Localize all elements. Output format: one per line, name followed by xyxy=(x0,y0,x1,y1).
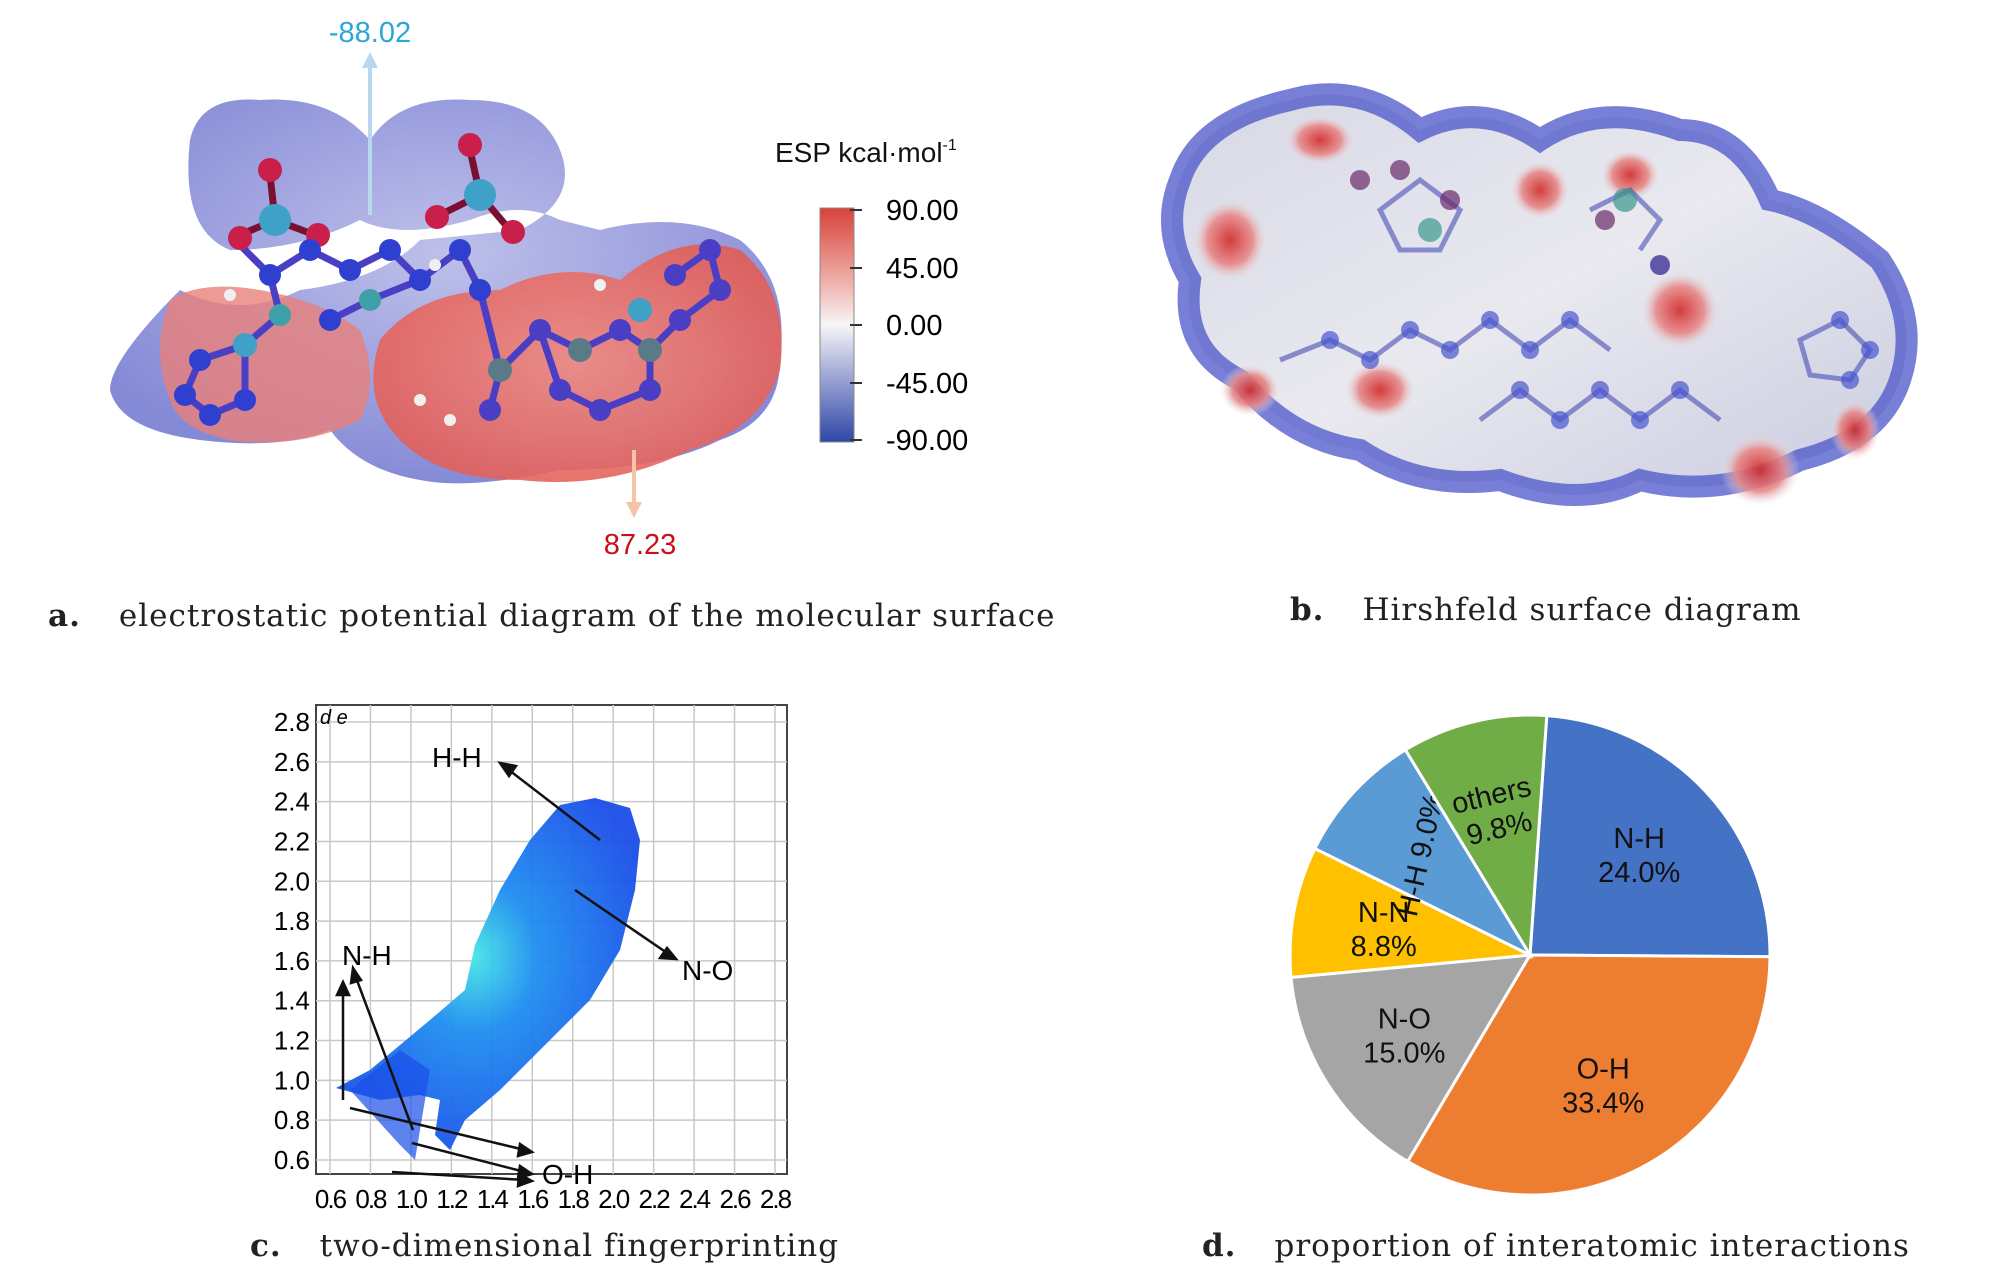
esp-tick: 90.00 xyxy=(886,195,959,227)
y-tick-label: 1.4 xyxy=(274,986,310,1016)
pie-slice-nn xyxy=(1288,846,1536,980)
y-tick-label: 0.8 xyxy=(274,1105,310,1135)
caption-c: c. two-dimensional fingerprinting xyxy=(250,1228,840,1264)
y-tick-label: 1.0 xyxy=(274,1065,310,1095)
pie-label: N-O xyxy=(1378,1004,1431,1036)
pie-label: N-N xyxy=(1358,897,1410,929)
caption-a: a. electrostatic potential diagram of the… xyxy=(48,598,1056,634)
esp-tick: 45.00 xyxy=(886,253,959,285)
x-tick-label: 2.0 xyxy=(598,1184,630,1214)
y-tick-label: 1.2 xyxy=(274,1026,310,1056)
panel-b-hirshfeld: b. Hirshfeld surface diagram xyxy=(1160,60,1920,628)
x-tick-label: 2.2 xyxy=(639,1184,671,1214)
x-tick-label: 1.6 xyxy=(517,1184,549,1214)
pie-slice-others xyxy=(1403,713,1549,960)
panel-a-esp: -88.02 87.23 ESP kcal·mol-1 90.00 45.00 … xyxy=(0,0,1054,634)
fp-axis-label: d e xyxy=(320,707,348,729)
esp-legend-title: ESP kcal·mol-1 xyxy=(775,137,957,168)
y-tick-label: 2.8 xyxy=(274,707,310,737)
esp-tick: -45.00 xyxy=(886,368,968,400)
esp-min-label: -88.02 xyxy=(329,17,411,49)
esp-surface-figure: -88.02 87.23 ESP kcal·mol-1 90.00 45.00 … xyxy=(110,17,968,561)
x-tick-label: 0.8 xyxy=(355,1184,387,1214)
esp-color-scale xyxy=(819,207,855,443)
hirshfeld-surface-figure xyxy=(1161,83,1918,506)
esp-positive-lobe xyxy=(373,244,782,482)
pie-slice-nh xyxy=(1528,713,1772,959)
annotation-oh: O-H xyxy=(542,1159,593,1190)
y-tick-label: 2.6 xyxy=(274,747,310,777)
x-tick-label: 2.6 xyxy=(719,1184,751,1214)
y-tick-label: 0.6 xyxy=(274,1145,310,1175)
pie-slice-hh xyxy=(1312,747,1534,959)
esp-positive-lobe-left xyxy=(160,286,370,443)
x-tick-label: 0.6 xyxy=(315,1184,347,1214)
pie-label-group: O-H33.4% xyxy=(1562,1054,1644,1120)
x-tick-label: 1.0 xyxy=(396,1184,428,1214)
annotation-nh: N-H xyxy=(342,940,392,971)
x-tick-label: 1.2 xyxy=(436,1184,468,1214)
pie-slice-no xyxy=(1289,953,1533,1164)
pie-label-group: N-H24.0% xyxy=(1598,823,1680,889)
y-tick-label: 1.8 xyxy=(274,906,310,936)
panel-c-fingerprint: d e 2.8 2.6 2.4 2.2 2.0 1.8 1.6 1.4 1.2 1.0 0.8 0.6… xyxy=(200,690,838,1280)
caption-d: d. proportion of interatomic interactions xyxy=(1202,1228,1910,1264)
pie-value-label: 24.0% xyxy=(1598,857,1680,889)
x-tick-label: 1.4 xyxy=(477,1184,509,1214)
pie-label: N-H xyxy=(1613,823,1665,855)
fingerprint-plot: d e 2.8 2.6 2.4 2.2 2.0 1.8 1.6 1.4 1.2 1.0 0.8 0.6… xyxy=(274,704,794,1214)
x-tick-label: 1.8 xyxy=(558,1184,590,1214)
esp-tick: 0.00 xyxy=(886,310,942,342)
pie-slice-oh xyxy=(1405,953,1772,1197)
y-tick-label: 2.4 xyxy=(274,787,310,817)
hirshfeld-surface xyxy=(1161,83,1918,506)
molecule-atoms xyxy=(174,133,731,426)
y-tick-label: 1.6 xyxy=(274,946,310,976)
caption-b: b. Hirshfeld surface diagram xyxy=(1290,592,1802,628)
pie-label-group: N-O15.0% xyxy=(1363,1004,1445,1070)
pie-value-label: 8.8% xyxy=(1351,931,1417,963)
annotation-hh: H-H xyxy=(432,742,482,773)
esp-max-label: 87.23 xyxy=(604,529,677,561)
esp-tick: -90.00 xyxy=(886,425,968,457)
pie-label: O-H xyxy=(1577,1054,1630,1086)
interaction-pie-chart: N-H24.0%O-H33.4%N-O15.0%N-N8.8%H-H 9.0%o… xyxy=(1288,713,1772,1197)
y-tick-label: 2.2 xyxy=(274,826,310,856)
x-tick-label: 2.4 xyxy=(679,1184,711,1214)
pie-label-group: N-N8.8% xyxy=(1351,897,1417,963)
pie-value-label: 15.0% xyxy=(1363,1038,1445,1070)
annotation-no: N-O xyxy=(682,955,733,986)
x-tick-label: 2.8 xyxy=(760,1184,792,1214)
y-tick-label: 2.0 xyxy=(274,866,310,896)
pie-value-label: 33.4% xyxy=(1562,1088,1644,1120)
panel-d-pie: N-H 24.0% O-H 33.4% N-O 15.0% N-N 8.8% H-H 9.0% o… xyxy=(1202,700,1940,1280)
